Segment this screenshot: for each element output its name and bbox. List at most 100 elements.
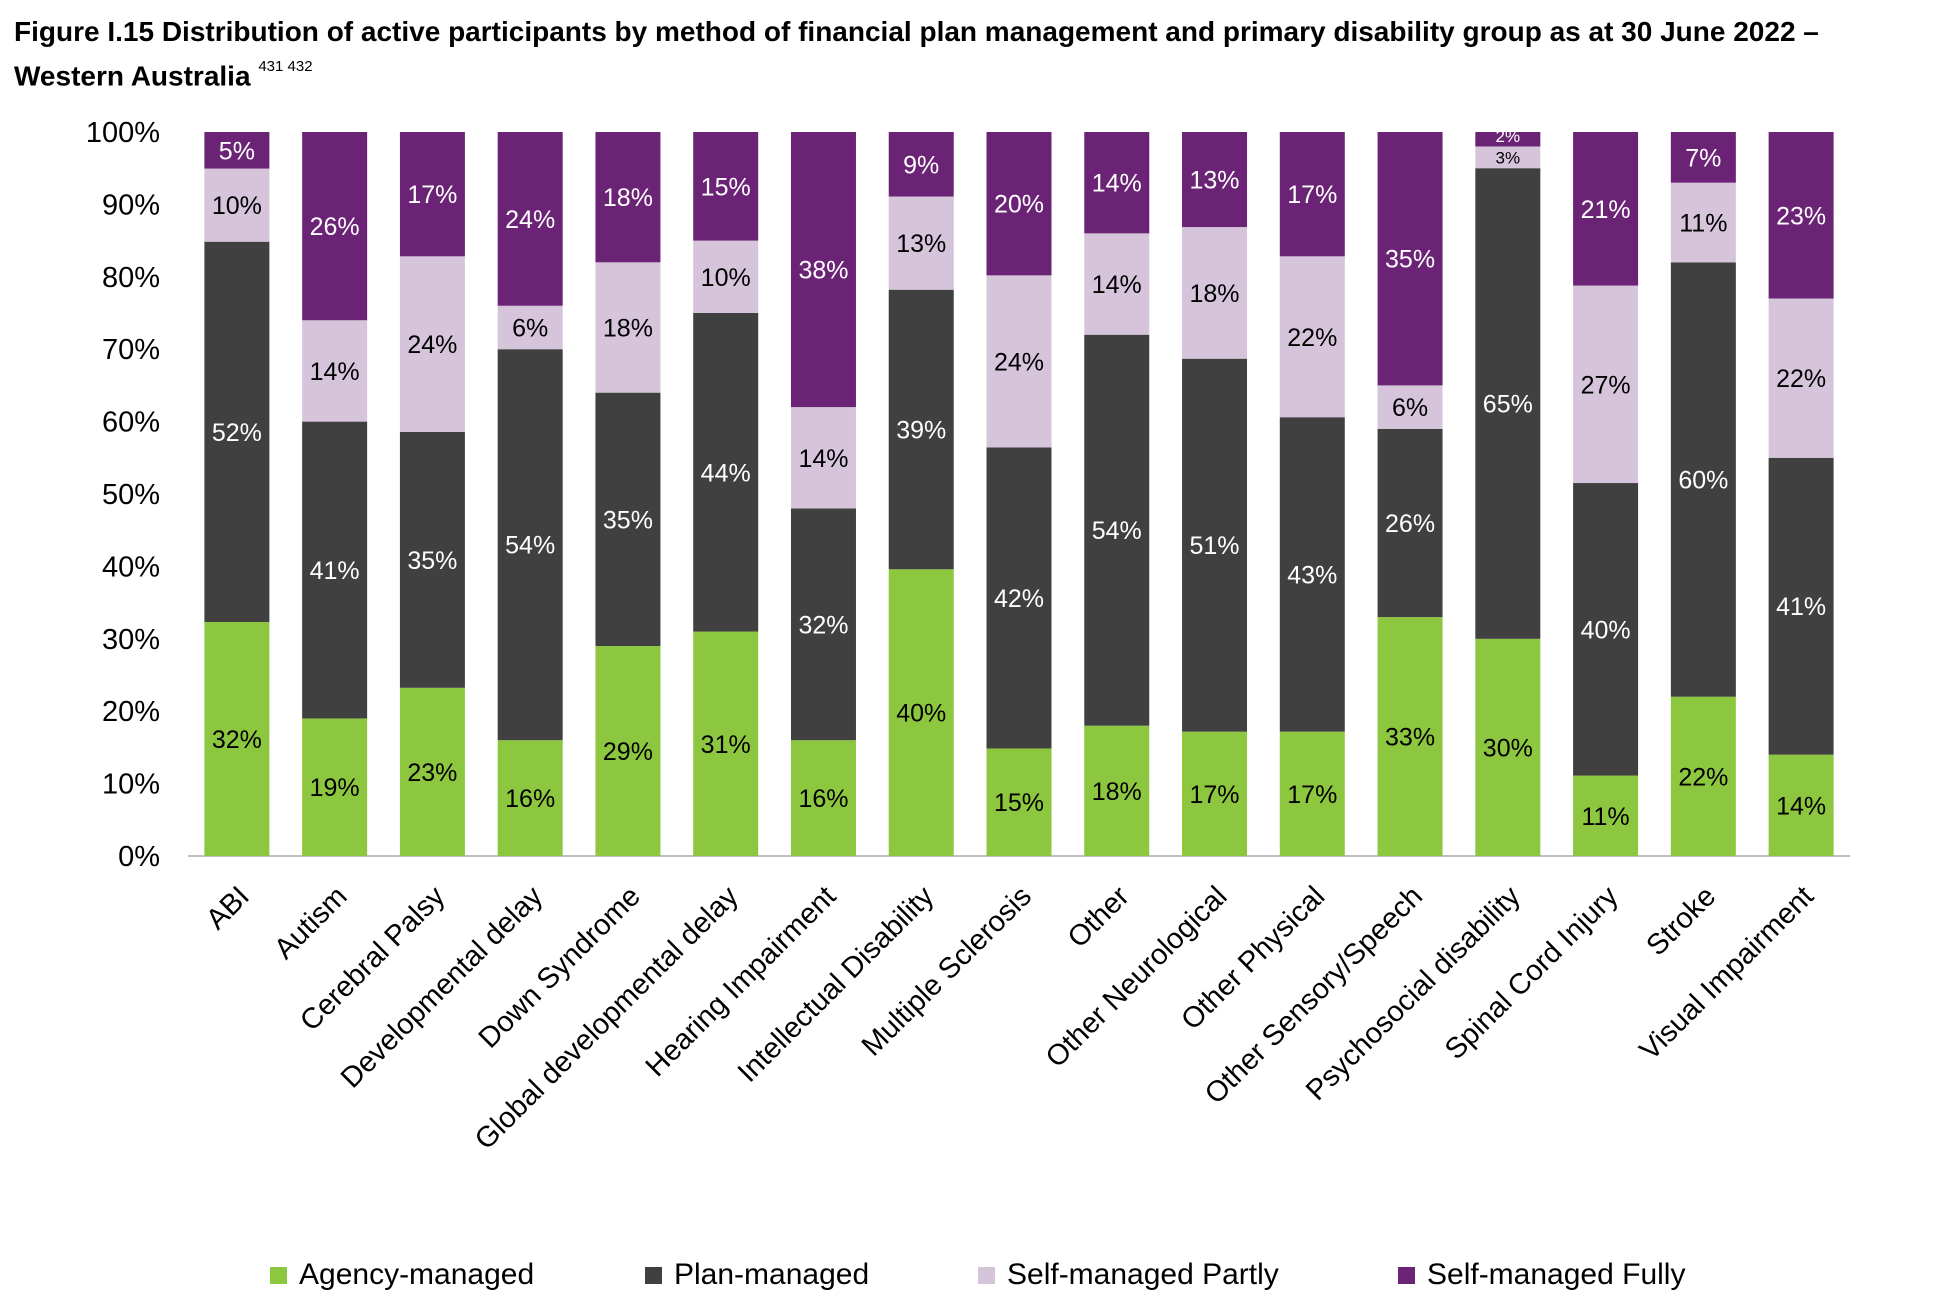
data-label: 9% <box>903 151 939 179</box>
bar-segment <box>790 132 856 408</box>
bar-segment <box>693 240 759 313</box>
bar-stack: 17% 51% 18% 13% <box>1182 132 1248 856</box>
bar-segment <box>399 431 465 688</box>
data-label: 22% <box>1678 763 1728 791</box>
bar-segment <box>302 320 368 422</box>
x-tick-label: Intellectual Disability <box>732 880 941 1089</box>
data-label: 15% <box>701 173 751 201</box>
legend-item: Self-managed Partly <box>978 1258 1279 1292</box>
legend-label: Agency-managed <box>299 1258 535 1291</box>
bar-segment <box>1475 132 1541 147</box>
bar-segment <box>1768 298 1834 458</box>
bar-segment <box>1768 754 1834 856</box>
data-label: 65% <box>1483 391 1533 419</box>
data-label: 23% <box>1776 202 1826 230</box>
data-label: 54% <box>505 532 555 560</box>
bar-segment <box>302 132 368 321</box>
bar-segment <box>1377 385 1443 429</box>
data-label: 20% <box>994 191 1044 219</box>
data-label: 7% <box>1685 144 1721 172</box>
data-label: 41% <box>310 557 360 585</box>
data-label: 24% <box>994 348 1044 376</box>
data-label: 29% <box>603 738 653 766</box>
bar-stack: 29% 35% 18% 18% <box>595 132 661 856</box>
data-label: 22% <box>1287 324 1337 352</box>
legend-label: Self-managed Partly <box>1007 1258 1279 1291</box>
data-label: 24% <box>407 331 457 359</box>
bar-segment <box>1768 457 1834 755</box>
bar-segment <box>1084 132 1150 234</box>
x-tick-label: Down Syndrome <box>473 880 647 1054</box>
data-label: 16% <box>798 785 848 813</box>
data-label: 21% <box>1581 196 1631 224</box>
data-label: 18% <box>603 184 653 212</box>
legend-swatch <box>270 1266 287 1284</box>
x-tick-label: Other <box>1062 880 1136 954</box>
legend: Agency-managed Plan-managed Self-managed P… <box>0 1258 1941 1302</box>
bar-segment <box>790 407 856 509</box>
data-label: 32% <box>798 611 848 639</box>
bar-segment <box>1670 262 1736 697</box>
bar-stack: 40% 39% 13% 9% <box>888 132 954 856</box>
bar-segment <box>1182 358 1248 732</box>
bar-segment <box>1182 731 1248 856</box>
bar-segment <box>497 349 563 741</box>
bar-stack: 33% 26% 6% 35% <box>1377 132 1443 856</box>
data-label: 6% <box>1392 394 1428 422</box>
data-label: 14% <box>310 358 360 386</box>
data-label: 13% <box>1190 167 1240 195</box>
legend-item: Plan-managed <box>645 1258 869 1292</box>
x-tick-label: Hearing Impairment <box>640 880 843 1083</box>
bar-segment <box>1768 132 1834 299</box>
bar-segment <box>1279 132 1345 257</box>
bar-segment <box>693 132 759 241</box>
bar-segment <box>790 740 856 856</box>
bar-stack: 23% 35% 24% 17% <box>399 132 465 856</box>
data-label: 13% <box>896 230 946 258</box>
bar-segment <box>986 447 1052 749</box>
y-tick-label: 40% <box>102 551 160 583</box>
bar-segment <box>1670 182 1736 263</box>
bar-segment <box>497 132 563 306</box>
data-label: 11% <box>1581 803 1629 831</box>
bar-stack: 14% 41% 22% 23% <box>1768 132 1834 856</box>
x-tick-label: Autism <box>268 880 353 965</box>
data-label: 14% <box>798 445 848 473</box>
bar-segment <box>1084 233 1150 335</box>
bar-segment <box>1475 146 1541 169</box>
y-tick-label: 100% <box>86 117 160 149</box>
data-label: 42% <box>994 585 1044 613</box>
bar-segment <box>204 168 270 242</box>
data-label: 10% <box>212 192 262 220</box>
y-tick-label: 80% <box>102 262 160 294</box>
x-tick-label: Other Neurological <box>1040 880 1234 1074</box>
bar-segment <box>1182 227 1248 359</box>
bar-segment <box>1279 417 1345 732</box>
data-label: 40% <box>896 700 946 728</box>
data-label: 17% <box>1190 781 1240 809</box>
bar-segment <box>1084 725 1150 856</box>
data-label: 17% <box>407 181 457 209</box>
bar-stack: 17% 43% 22% 17% <box>1279 132 1345 856</box>
y-tick-label: 20% <box>102 696 160 728</box>
bar-segment <box>302 718 368 856</box>
bar-stack: 22% 60% 11% 7% <box>1670 132 1736 856</box>
bar-area: 32% 52% 10% 5% 19% 41% 14% 26% 23% 35% 24% 17% 16% 54… <box>204 127 1834 856</box>
x-tick-label: Stroke <box>1640 880 1722 962</box>
data-label: 14% <box>1776 792 1826 820</box>
legend-swatch <box>1398 1266 1415 1284</box>
bar-segment <box>1573 483 1639 776</box>
data-label: 26% <box>310 213 360 241</box>
bar-segment <box>399 687 465 856</box>
bar-stack: 18% 54% 14% 14% <box>1084 132 1150 856</box>
data-label: 35% <box>1385 246 1435 274</box>
bar-stack: 32% 52% 10% 5% <box>204 132 270 856</box>
bar-segment <box>595 132 661 263</box>
x-tick-label: ABI <box>200 880 256 936</box>
data-label: 14% <box>1092 170 1142 198</box>
bar-segment <box>204 241 270 622</box>
bar-stack: 19% 41% 14% 26% <box>302 132 368 856</box>
bar-segment <box>1377 428 1443 618</box>
data-label: 19% <box>310 774 360 802</box>
